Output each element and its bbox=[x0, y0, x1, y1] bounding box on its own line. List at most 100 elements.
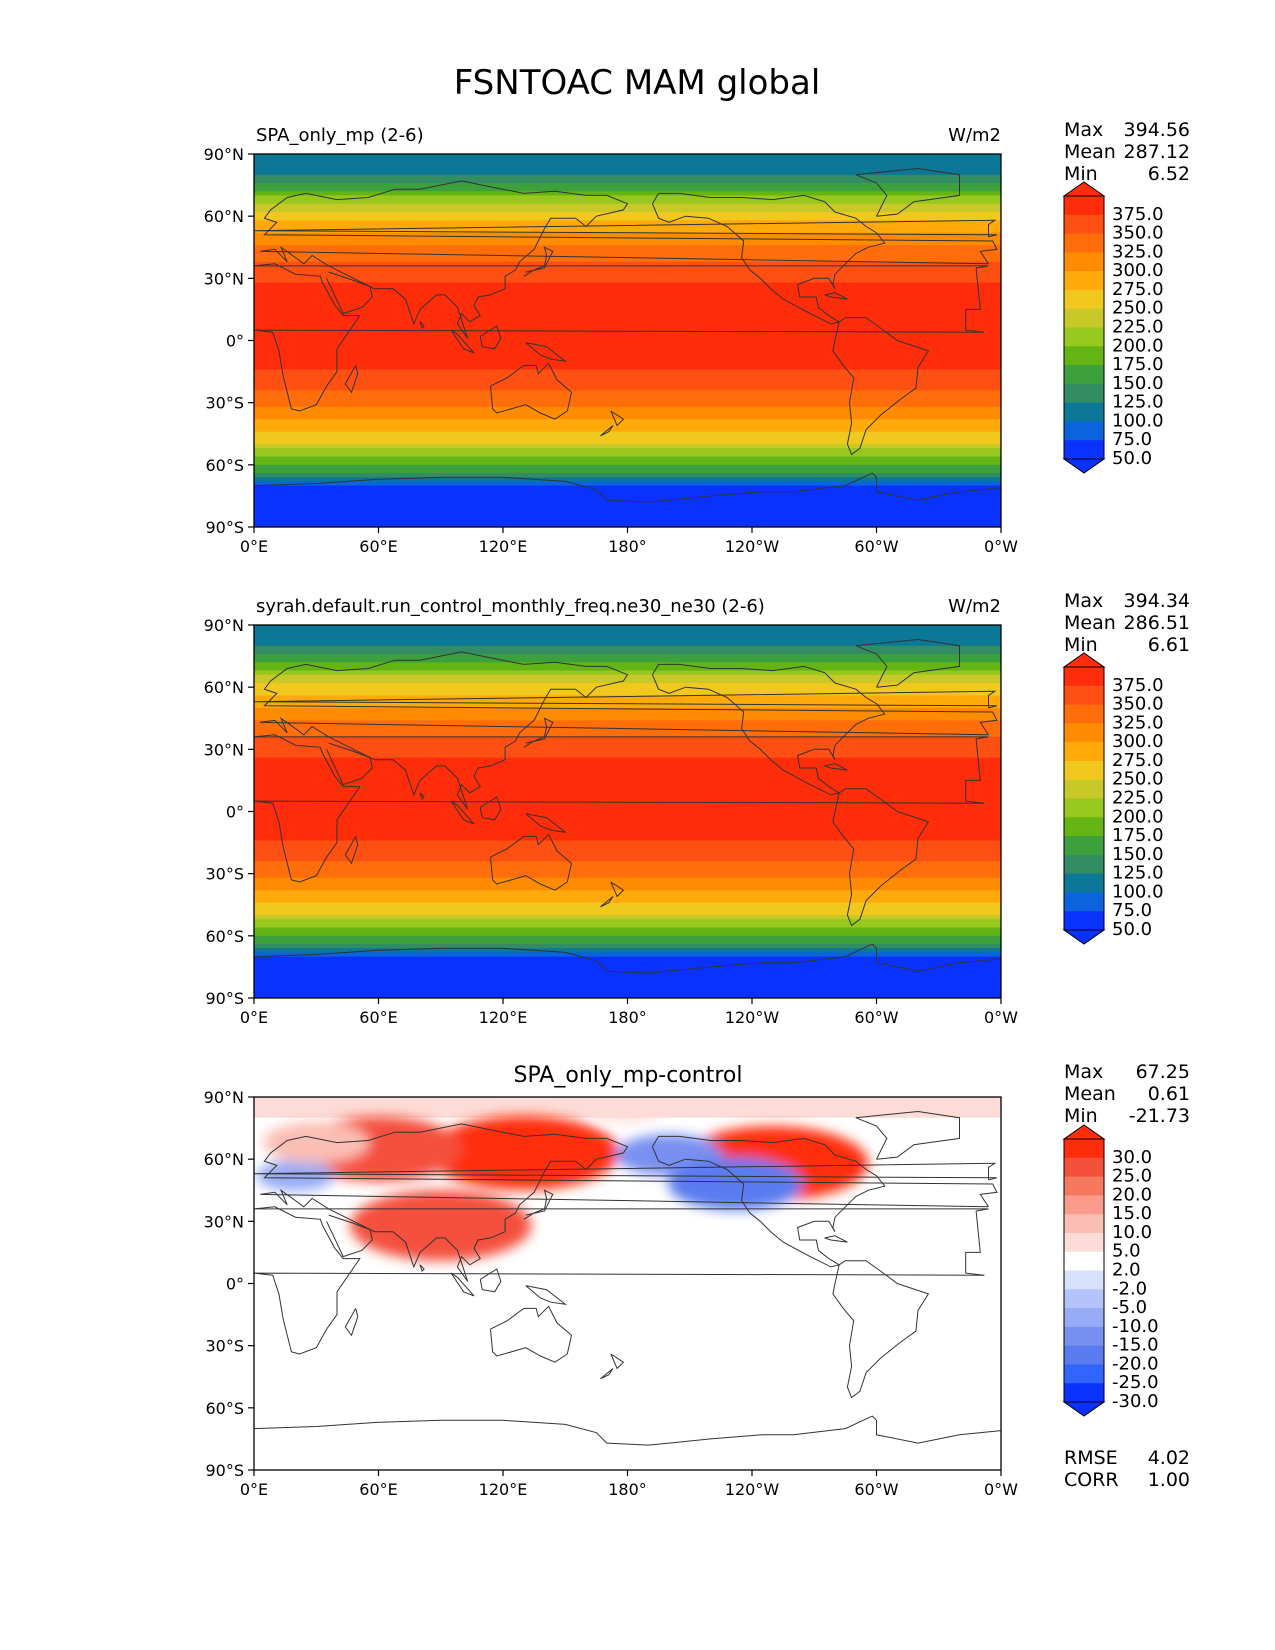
coastline-cuba bbox=[824, 763, 848, 771]
stat-min-label: Min bbox=[1064, 634, 1098, 656]
field-band bbox=[254, 683, 1001, 688]
field-band bbox=[254, 319, 1001, 325]
field-band bbox=[254, 919, 1001, 924]
field-band bbox=[254, 778, 1001, 784]
coastline-cuba bbox=[824, 1235, 848, 1243]
field-band bbox=[254, 183, 1001, 188]
lat-tick-label: 60°S bbox=[205, 456, 244, 475]
coastline-nz bbox=[610, 1353, 625, 1370]
colorbar-tick-label: 225.0 bbox=[1112, 317, 1164, 338]
field-band bbox=[254, 670, 1001, 676]
field-band bbox=[254, 162, 1001, 168]
coastline-nz2 bbox=[600, 425, 614, 437]
field-band bbox=[254, 973, 1001, 978]
colorbar-segment bbox=[1064, 798, 1104, 818]
lat-tick-label: 30°N bbox=[204, 740, 244, 759]
coastline-sumatra bbox=[450, 1272, 475, 1297]
colorbar-segment bbox=[1064, 1139, 1104, 1159]
coastline-antarctica bbox=[254, 943, 1001, 974]
field-band bbox=[254, 294, 1001, 300]
field-band bbox=[254, 323, 1001, 329]
field-band bbox=[254, 637, 1001, 643]
field-band bbox=[254, 286, 1001, 292]
colorbar-segment bbox=[1064, 1214, 1104, 1234]
panel-difference-title: SPA_only_mp-control bbox=[513, 1063, 742, 1088]
colorbar-tick-label: -2.0 bbox=[1112, 1278, 1147, 1299]
colorbar-tick-label: 200.0 bbox=[1112, 806, 1164, 827]
metric-corr-label: CORR bbox=[1064, 1469, 1119, 1491]
colorbar-tick-label: 350.0 bbox=[1112, 694, 1164, 715]
field-band bbox=[254, 927, 1001, 933]
panel-difference-metrics: RMSE 4.02 CORR 1.00 bbox=[1064, 1447, 1190, 1491]
coastline-africa bbox=[254, 734, 989, 883]
coastline-madagascar bbox=[344, 836, 359, 865]
field-band bbox=[254, 427, 1001, 433]
field-band bbox=[254, 707, 1001, 713]
colorbar-tick-label: 250.0 bbox=[1112, 298, 1164, 319]
coastline-newguinea bbox=[525, 342, 568, 362]
colorbar-tick-label: 175.0 bbox=[1112, 354, 1164, 375]
lat-tick-label: 60°N bbox=[204, 678, 244, 697]
field-band bbox=[254, 406, 1001, 412]
colorbar-tick-label: 50.0 bbox=[1112, 919, 1152, 940]
coastline-borneo bbox=[479, 1268, 502, 1293]
field-band bbox=[254, 282, 1001, 288]
coastline-australia bbox=[490, 1305, 573, 1363]
field-band bbox=[254, 819, 1001, 825]
colorbar-tick-label: 375.0 bbox=[1112, 204, 1164, 225]
lat-tick-label: 0° bbox=[226, 1275, 244, 1294]
field-band bbox=[254, 629, 1001, 634]
colorbar-tick-label: 100.0 bbox=[1112, 881, 1164, 902]
lat-tick-label: 90°N bbox=[204, 145, 244, 164]
panel-test-field bbox=[254, 154, 1001, 527]
stat-max-value: 394.56 bbox=[1124, 119, 1190, 141]
stat-min-value: -21.73 bbox=[1129, 1105, 1190, 1127]
stat-mean-value: 0.61 bbox=[1148, 1083, 1190, 1105]
field-band bbox=[254, 894, 1001, 900]
field-band bbox=[254, 257, 1001, 263]
field-band bbox=[254, 977, 1001, 983]
field-band bbox=[254, 278, 1001, 284]
lon-tick-label: 60°W bbox=[854, 1008, 898, 1027]
field-band bbox=[254, 869, 1001, 875]
coastline-madagascar bbox=[344, 1308, 359, 1337]
field-band bbox=[254, 265, 1001, 271]
stat-max-value: 67.25 bbox=[1136, 1061, 1190, 1083]
field-band bbox=[254, 794, 1001, 800]
field-band bbox=[254, 174, 1001, 180]
coastline-africa bbox=[254, 263, 989, 412]
colorbar-tick-label: 200.0 bbox=[1112, 335, 1164, 356]
field-band bbox=[254, 691, 1001, 697]
panel-difference-stats: Max 67.25 Mean 0.61 Min -21.73 bbox=[1064, 1061, 1190, 1127]
field-band bbox=[254, 489, 1001, 495]
field-band bbox=[254, 261, 1001, 267]
field-band bbox=[254, 902, 1001, 908]
field-band bbox=[254, 468, 1001, 474]
field-band bbox=[254, 216, 1001, 221]
field-band bbox=[254, 191, 1001, 197]
field-band bbox=[254, 649, 1001, 655]
colorbar-segment bbox=[1064, 742, 1104, 762]
panel-difference-colorbar: 30.025.020.015.010.05.02.0-2.0-5.0-10.0-… bbox=[1062, 1124, 1159, 1417]
colorbar-tick-label: 275.0 bbox=[1112, 279, 1164, 300]
colorbar-segment bbox=[1064, 196, 1104, 216]
panel-difference-field bbox=[254, 1097, 1001, 1470]
field-band bbox=[254, 348, 1001, 354]
field-band bbox=[254, 514, 1001, 520]
field-band bbox=[254, 703, 1001, 709]
colorbar-segment bbox=[1064, 421, 1104, 441]
field-band bbox=[254, 178, 1001, 184]
field-band bbox=[254, 381, 1001, 387]
colorbar-segment bbox=[1064, 365, 1104, 385]
colorbar-tick-label: 325.0 bbox=[1112, 712, 1164, 733]
field-band bbox=[254, 749, 1001, 755]
colorbar-segment bbox=[1064, 327, 1104, 347]
coastline-india_island bbox=[419, 792, 425, 801]
colorbar-tick-label: 125.0 bbox=[1112, 392, 1164, 413]
colorbar-tick-label: 50.0 bbox=[1112, 448, 1152, 469]
coastline-antarctica bbox=[254, 1415, 1001, 1446]
field-band bbox=[254, 724, 1001, 730]
field-band bbox=[254, 993, 1001, 998]
field-band bbox=[254, 985, 1001, 991]
